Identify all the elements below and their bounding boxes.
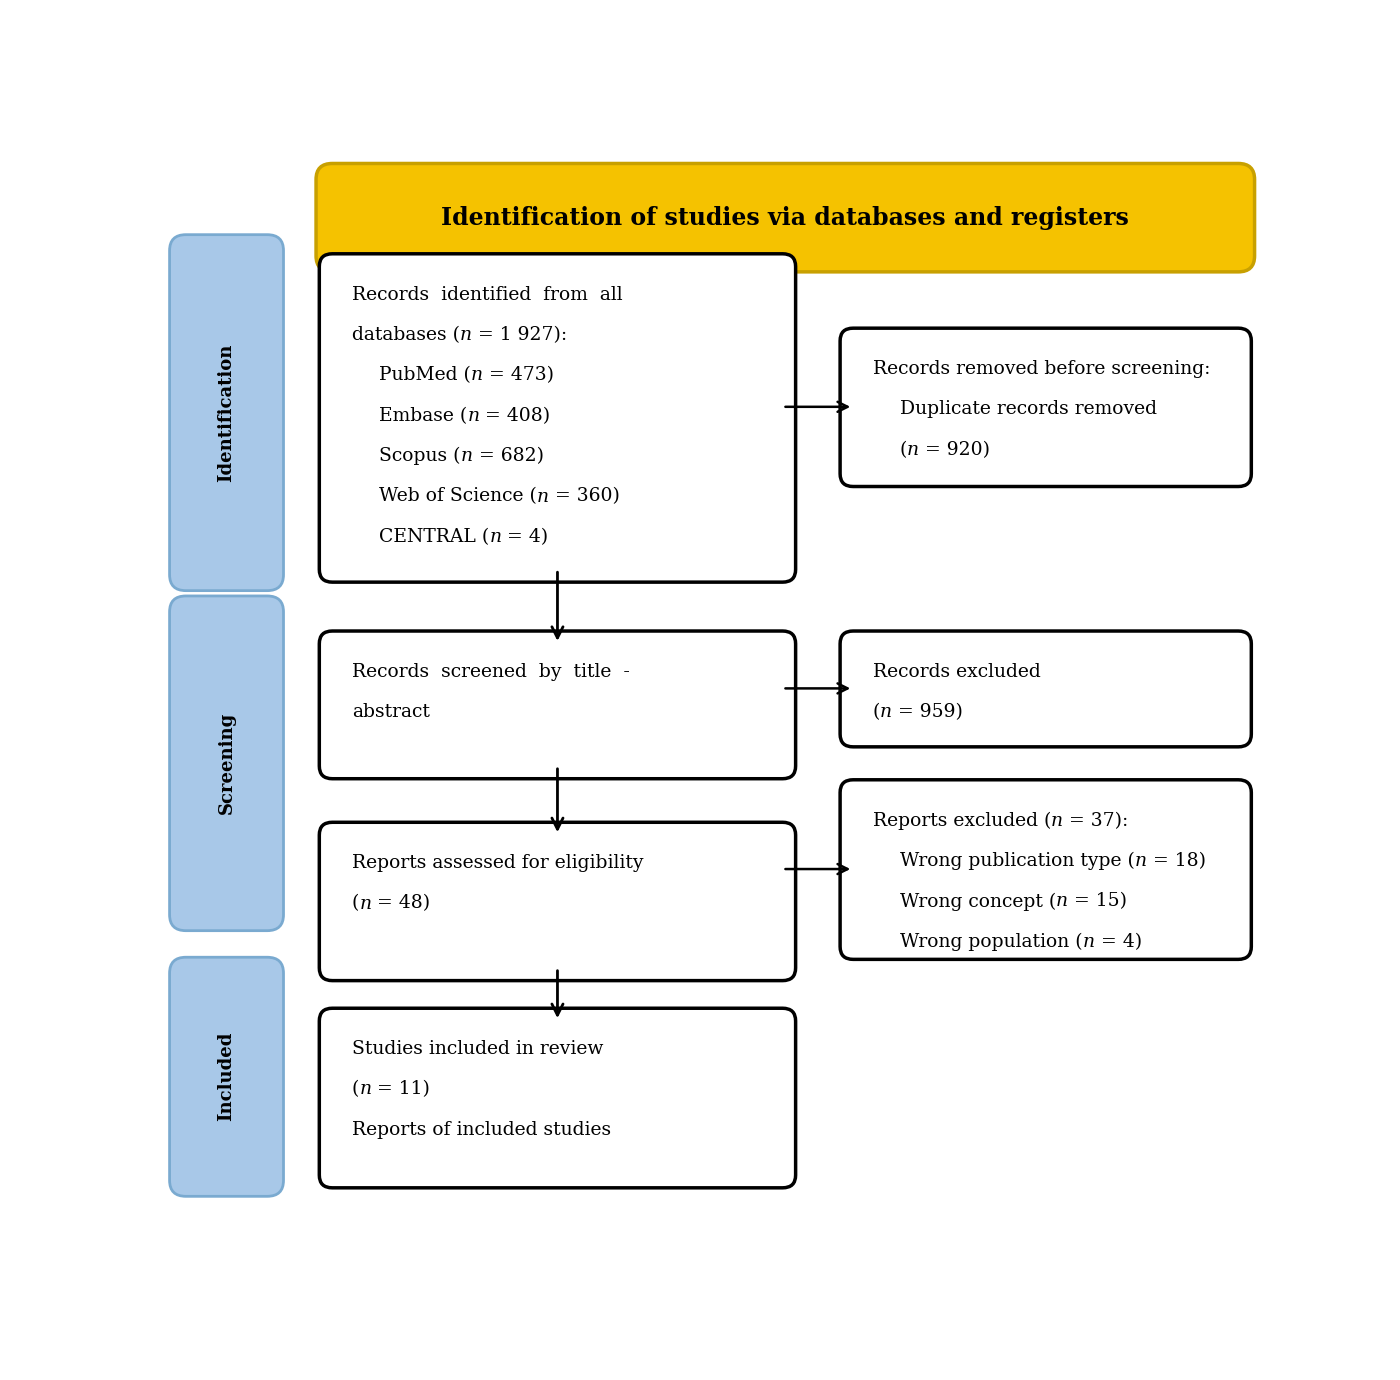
Text: n: n — [489, 529, 501, 546]
Text: = 15): = 15) — [1068, 893, 1127, 911]
Text: n: n — [881, 704, 892, 722]
Text: n: n — [468, 407, 479, 425]
Text: Included: Included — [217, 1032, 235, 1122]
Text: n: n — [461, 447, 473, 465]
Text: PubMed (: PubMed ( — [379, 367, 470, 385]
Text: Records removed before screening:: Records removed before screening: — [872, 360, 1210, 378]
FancyBboxPatch shape — [169, 596, 283, 930]
Text: n: n — [360, 1081, 371, 1098]
Text: = 959): = 959) — [892, 704, 963, 722]
FancyBboxPatch shape — [319, 1009, 795, 1188]
Text: Wrong publication type (: Wrong publication type ( — [900, 851, 1134, 871]
FancyBboxPatch shape — [840, 631, 1252, 747]
Text: Wrong concept (: Wrong concept ( — [900, 893, 1056, 911]
Text: = 48): = 48) — [371, 894, 430, 912]
Text: (: ( — [872, 704, 881, 722]
Text: (: ( — [351, 894, 360, 912]
FancyBboxPatch shape — [316, 163, 1254, 272]
FancyBboxPatch shape — [840, 780, 1252, 959]
Text: Embase (: Embase ( — [379, 407, 468, 425]
Text: Reports of included studies: Reports of included studies — [351, 1121, 610, 1138]
Text: Scopus (: Scopus ( — [379, 447, 461, 465]
Text: Studies included in review: Studies included in review — [351, 1041, 603, 1058]
Text: (: ( — [900, 440, 907, 458]
Text: = 18): = 18) — [1147, 851, 1205, 869]
Text: = 1 927):: = 1 927): — [472, 326, 567, 344]
Text: = 473): = 473) — [483, 367, 554, 385]
Text: Reports excluded (: Reports excluded ( — [872, 811, 1051, 829]
Text: = 4): = 4) — [1095, 933, 1141, 951]
Text: n: n — [536, 487, 549, 505]
Text: n: n — [360, 894, 371, 912]
Text: databases (: databases ( — [351, 326, 459, 344]
Text: n: n — [470, 367, 483, 385]
FancyBboxPatch shape — [840, 328, 1252, 487]
FancyBboxPatch shape — [319, 631, 795, 778]
Text: n: n — [459, 326, 472, 344]
Text: = 4): = 4) — [501, 529, 549, 546]
Text: Reports assessed for eligibility: Reports assessed for eligibility — [351, 854, 644, 872]
FancyBboxPatch shape — [319, 254, 795, 582]
Text: = 682): = 682) — [473, 447, 543, 465]
Text: = 37):: = 37): — [1063, 811, 1128, 829]
Text: Duplicate records removed: Duplicate records removed — [900, 400, 1156, 418]
Text: abstract: abstract — [351, 704, 430, 722]
Text: n: n — [1051, 811, 1063, 829]
Text: Identification: Identification — [217, 344, 235, 482]
FancyBboxPatch shape — [169, 235, 283, 591]
Text: Records  identified  from  all: Records identified from all — [351, 286, 623, 304]
Text: CENTRAL (: CENTRAL ( — [379, 529, 489, 546]
Text: = 920): = 920) — [920, 440, 990, 458]
Text: n: n — [1082, 933, 1095, 951]
Text: = 408): = 408) — [479, 407, 550, 425]
Text: Records excluded: Records excluded — [872, 662, 1040, 680]
Text: Screening: Screening — [217, 712, 235, 814]
Text: n: n — [907, 440, 920, 458]
Text: Records  screened  by  title  -: Records screened by title - — [351, 662, 630, 680]
Text: n: n — [1134, 851, 1147, 869]
FancyBboxPatch shape — [319, 822, 795, 981]
Text: Wrong population (: Wrong population ( — [900, 933, 1082, 951]
Text: = 11): = 11) — [371, 1081, 430, 1098]
Text: n: n — [1056, 893, 1068, 911]
Text: = 360): = 360) — [549, 487, 620, 505]
Text: Web of Science (: Web of Science ( — [379, 487, 536, 505]
Text: Identification of studies via databases and registers: Identification of studies via databases … — [441, 206, 1130, 229]
FancyBboxPatch shape — [169, 958, 283, 1196]
Text: (: ( — [351, 1081, 360, 1098]
